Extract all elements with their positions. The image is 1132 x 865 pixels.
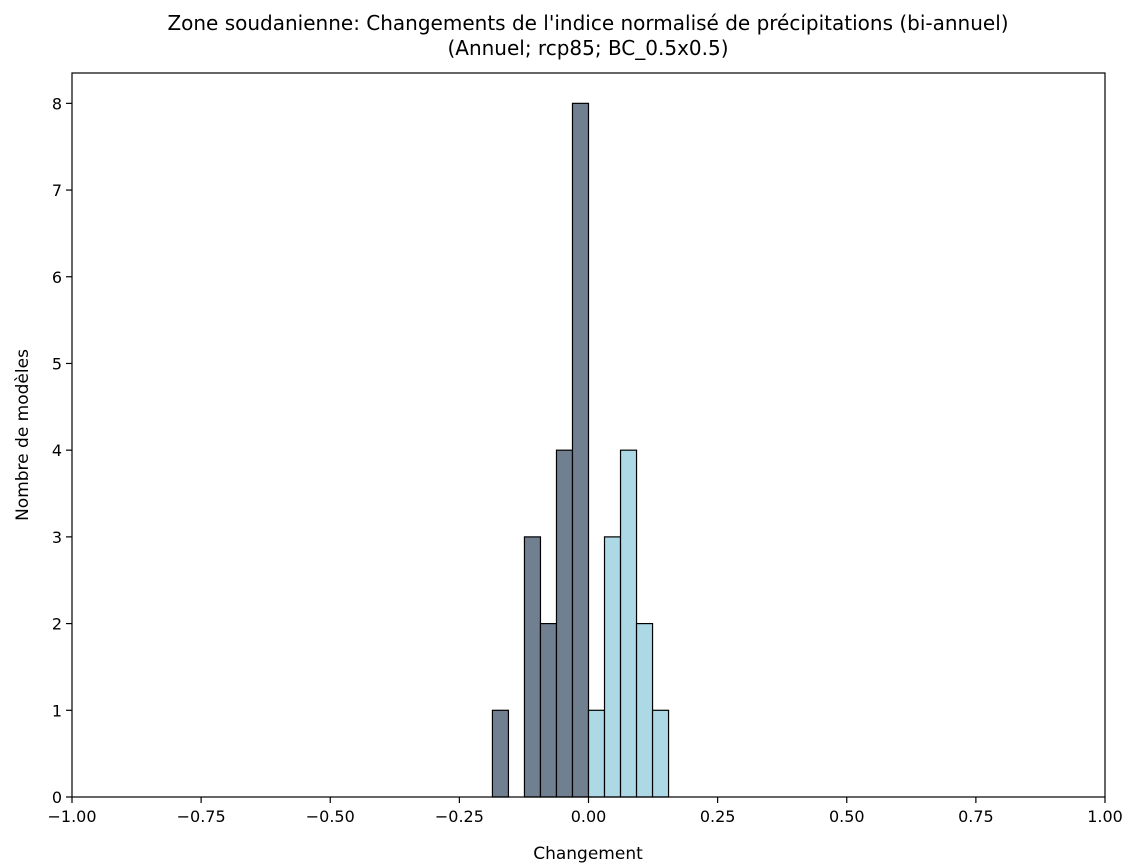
bars-layer [491, 102, 670, 798]
histogram-bar-1-6 [571, 102, 590, 798]
chart-subtitle: (Annuel; rcp85; BC_0.5x0.5) [447, 36, 728, 60]
x-tick-label: −1.00 [47, 807, 96, 826]
x-tick-label: −0.25 [435, 807, 484, 826]
x-axis: −1.00 −0.75 −0.50 −0.25 0.00 0.25 0.50 0.75 1.00 [47, 797, 1123, 826]
histogram-bar-1-1 [491, 709, 510, 798]
histogram-bar-2-2 [603, 536, 622, 798]
y-tick-label: 0 [52, 788, 62, 807]
histogram-bar-1-4 [539, 622, 558, 798]
x-tick-label: −0.75 [177, 807, 226, 826]
histogram-bar-2-1 [587, 709, 606, 798]
x-axis-label: Changement [533, 844, 643, 864]
x-tick-label: 0.00 [571, 807, 607, 826]
histogram-bar-2-3 [619, 449, 638, 798]
y-tick-label: 5 [52, 354, 62, 373]
y-tick-label: 7 [52, 181, 62, 200]
chart-title: Zone soudanienne: Changements de l'indic… [167, 11, 1008, 35]
y-tick-label: 6 [52, 268, 62, 287]
x-tick-label: 0.75 [958, 807, 994, 826]
histogram-bar-1-5 [555, 449, 574, 798]
y-tick-label: 2 [52, 615, 62, 634]
histogram-bar-2-4 [635, 622, 654, 798]
y-tick-label: 4 [52, 441, 62, 460]
histogram-bar-1-3 [523, 536, 542, 798]
x-tick-label: −0.50 [306, 807, 355, 826]
x-tick-label: 0.25 [700, 807, 736, 826]
x-tick-label: 1.00 [1087, 807, 1123, 826]
x-tick-label: 0.50 [829, 807, 865, 826]
y-tick-label: 3 [52, 528, 62, 547]
y-axis-label: Nombre de modèles [13, 349, 33, 521]
histogram-bar-2-5 [651, 709, 670, 798]
y-tick-label: 1 [52, 701, 62, 720]
y-axis: 0 1 2 3 4 5 6 7 8 [52, 94, 72, 807]
y-tick-label: 8 [52, 94, 62, 113]
